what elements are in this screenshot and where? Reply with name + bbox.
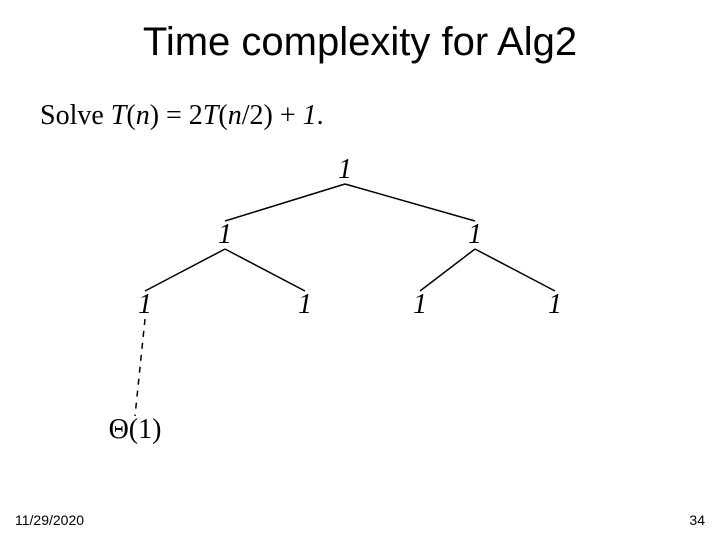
equation-tail: /2) + (242, 100, 303, 131)
equation-n1: n (136, 100, 150, 131)
tree-node-rl: 1 (413, 291, 427, 319)
tree-edge-r-rr (475, 249, 555, 291)
tree-node-l: 1 (218, 221, 232, 249)
tree-edge-r-rl (420, 249, 475, 291)
tree-node-r: 1 (468, 221, 482, 249)
equation-prefix: Solve (40, 100, 111, 131)
footer-date: 11/29/2020 (15, 512, 84, 528)
tree-edge-root-r (345, 184, 475, 221)
recursion-tree: 1 1 1 1 1 1 1 Θ(1) (0, 140, 720, 460)
equation-period: . (317, 100, 324, 131)
tree-node-lr: 1 (298, 291, 312, 319)
tree-edge-dashed-ll-theta (135, 319, 145, 416)
tree-node-root: 1 (338, 156, 352, 184)
tree-edges (0, 140, 720, 460)
theta-leaf: Θ(1) (109, 414, 162, 446)
equation-paren2: ( (218, 100, 227, 131)
recurrence-equation: Solve T(n) = 2T(n/2) + 1. (40, 100, 324, 132)
slide-title: Time complexity for Alg2 (0, 20, 720, 65)
tree-node-rr: 1 (548, 291, 562, 319)
tree-node-ll: 1 (138, 291, 152, 319)
equation-mid: ) = 2 (150, 100, 203, 131)
equation-T2: T (203, 100, 219, 131)
equation-paren1: ( (126, 100, 135, 131)
footer-page-number: 34 (689, 512, 705, 528)
tree-edge-l-ll (145, 249, 225, 291)
tree-edge-l-lr (225, 249, 305, 291)
slide: Time complexity for Alg2 Solve T(n) = 2T… (0, 0, 720, 540)
equation-n2: n (228, 100, 242, 131)
equation-T1: T (111, 100, 127, 131)
tree-edge-root-l (225, 184, 345, 221)
equation-one: 1 (303, 100, 317, 131)
